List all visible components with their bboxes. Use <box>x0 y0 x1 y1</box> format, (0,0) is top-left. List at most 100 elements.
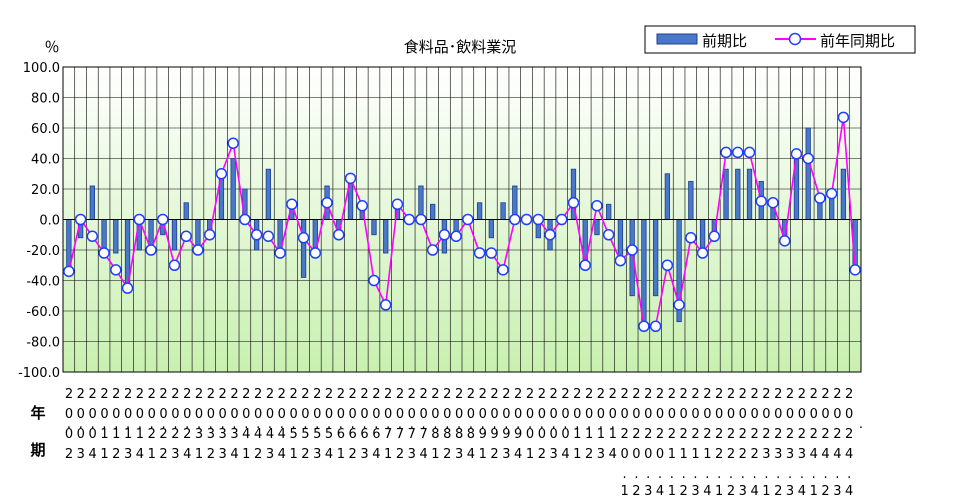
line-point <box>168 259 181 271</box>
x-tick-char: 3 <box>550 447 558 462</box>
x-tick-char: 0 <box>821 407 829 422</box>
legend-bar-label: 前期比 <box>702 32 747 50</box>
x-tick-separator: . <box>611 417 615 432</box>
y-tick-label: -40.0 <box>26 275 60 290</box>
x-tick-char: 0 <box>349 407 357 422</box>
x-tick-char: 0 <box>183 407 191 422</box>
x-tick-char: 2 <box>845 387 853 402</box>
x-tick-separator: . <box>658 467 662 482</box>
x-tick-char: 0 <box>65 407 73 422</box>
line-point <box>720 146 732 159</box>
x-tick-char: 1 <box>195 447 203 462</box>
line-point <box>591 200 603 212</box>
x-tick-char: 0 <box>550 407 558 422</box>
x-tick-char: 3 <box>266 447 274 462</box>
x-tick-char: 0 <box>467 407 475 422</box>
x-tick-char: 3 <box>739 484 747 499</box>
x-tick-separator: . <box>374 417 378 432</box>
x-tick-char: 2 <box>171 387 179 402</box>
x-tick-char: 2 <box>680 427 688 442</box>
x-tick-char: 4 <box>242 427 250 442</box>
x-tick-separator: . <box>244 417 248 432</box>
x-tick-char: 2 <box>467 387 475 402</box>
line-point <box>708 230 721 243</box>
x-tick-char: 2 <box>703 387 711 402</box>
x-tick-separator: . <box>693 467 697 482</box>
x-tick-char: 2 <box>632 427 640 442</box>
x-tick-char: 0 <box>526 407 534 422</box>
line-point <box>98 247 110 259</box>
x-tick-separator: . <box>351 417 355 432</box>
line-point <box>626 244 638 256</box>
bar-mark <box>688 180 694 220</box>
x-tick-char: 3 <box>786 484 794 499</box>
x-tick-separator: . <box>587 417 591 432</box>
x-tick-char: 1 <box>585 427 593 442</box>
x-tick-char: 1 <box>337 447 345 462</box>
bar-mark <box>840 168 847 220</box>
x-tick-char: 2 <box>715 387 723 402</box>
x-tick-char: 1 <box>112 427 120 442</box>
x-tick-char: 2 <box>644 387 652 402</box>
x-tick-char: 2 <box>396 447 404 462</box>
x-tick-separator: . <box>623 467 627 482</box>
x-tick-char: 2 <box>668 427 676 442</box>
x-tick-char: 4 <box>372 447 380 462</box>
x-tick-char: 1 <box>100 447 108 462</box>
x-tick-char: 0 <box>301 407 309 422</box>
bar-mark <box>746 168 753 220</box>
line-point <box>567 196 580 209</box>
x-tick-char: 2 <box>833 387 841 402</box>
x-tick-char: 0 <box>538 427 546 442</box>
x-tick-separator: . <box>362 417 366 432</box>
x-tick-char: 2 <box>632 484 640 499</box>
x-tick-char: 0 <box>136 407 144 422</box>
line-point <box>157 213 169 226</box>
line-point <box>825 187 838 200</box>
x-tick-char: 0 <box>313 407 321 422</box>
x-tick-char: 1 <box>668 447 676 462</box>
x-tick-char: 2 <box>786 427 794 442</box>
x-tick-char: 0 <box>443 407 451 422</box>
line-point <box>121 282 134 294</box>
x-tick-separator: . <box>859 417 863 432</box>
x-tick-separator: . <box>327 417 331 432</box>
x-tick-char: 4 <box>609 447 617 462</box>
x-tick-char: 2 <box>750 447 758 462</box>
bar-mark <box>735 168 741 220</box>
x-tick-char: 0 <box>89 427 97 442</box>
x-tick-char: 8 <box>431 427 439 442</box>
line-point <box>321 196 333 209</box>
x-tick-char: 4 <box>821 447 829 462</box>
x-tick-char: 1 <box>242 447 250 462</box>
y-tick-label: -100.0 <box>18 366 60 381</box>
x-tick-char: 0 <box>124 407 132 422</box>
x-tick-char: 4 <box>561 447 569 462</box>
bar-mark <box>652 219 659 297</box>
x-tick-char: 2 <box>727 427 735 442</box>
x-tick-char: 2 <box>680 387 688 402</box>
x-tick-char: 0 <box>538 407 546 422</box>
x-tick-char: 0 <box>502 407 510 422</box>
x-tick-separator: . <box>67 417 71 432</box>
line-point <box>74 213 87 226</box>
x-tick-char: 0 <box>455 407 463 422</box>
x-tick-char: 4 <box>230 447 238 462</box>
line-point <box>837 111 850 124</box>
bar-mark <box>617 219 624 262</box>
x-tick-char: 4 <box>419 447 427 462</box>
x-tick-char: 9 <box>479 427 487 442</box>
x-tick-char: 3 <box>786 447 794 462</box>
x-tick-char: 3 <box>230 427 238 442</box>
x-tick-char: 3 <box>408 447 416 462</box>
x-tick-char: 2 <box>207 387 215 402</box>
row-label-year: 年 <box>30 404 45 422</box>
x-tick-char: 6 <box>372 427 380 442</box>
x-tick-char: 2 <box>65 447 73 462</box>
x-tick-char: 2 <box>739 447 747 462</box>
x-tick-char: 0 <box>550 427 558 442</box>
x-tick-char: 1 <box>810 484 818 499</box>
x-tick-separator: . <box>315 417 319 432</box>
x-tick-char: 2 <box>431 387 439 402</box>
x-tick-char: 4 <box>278 447 286 462</box>
